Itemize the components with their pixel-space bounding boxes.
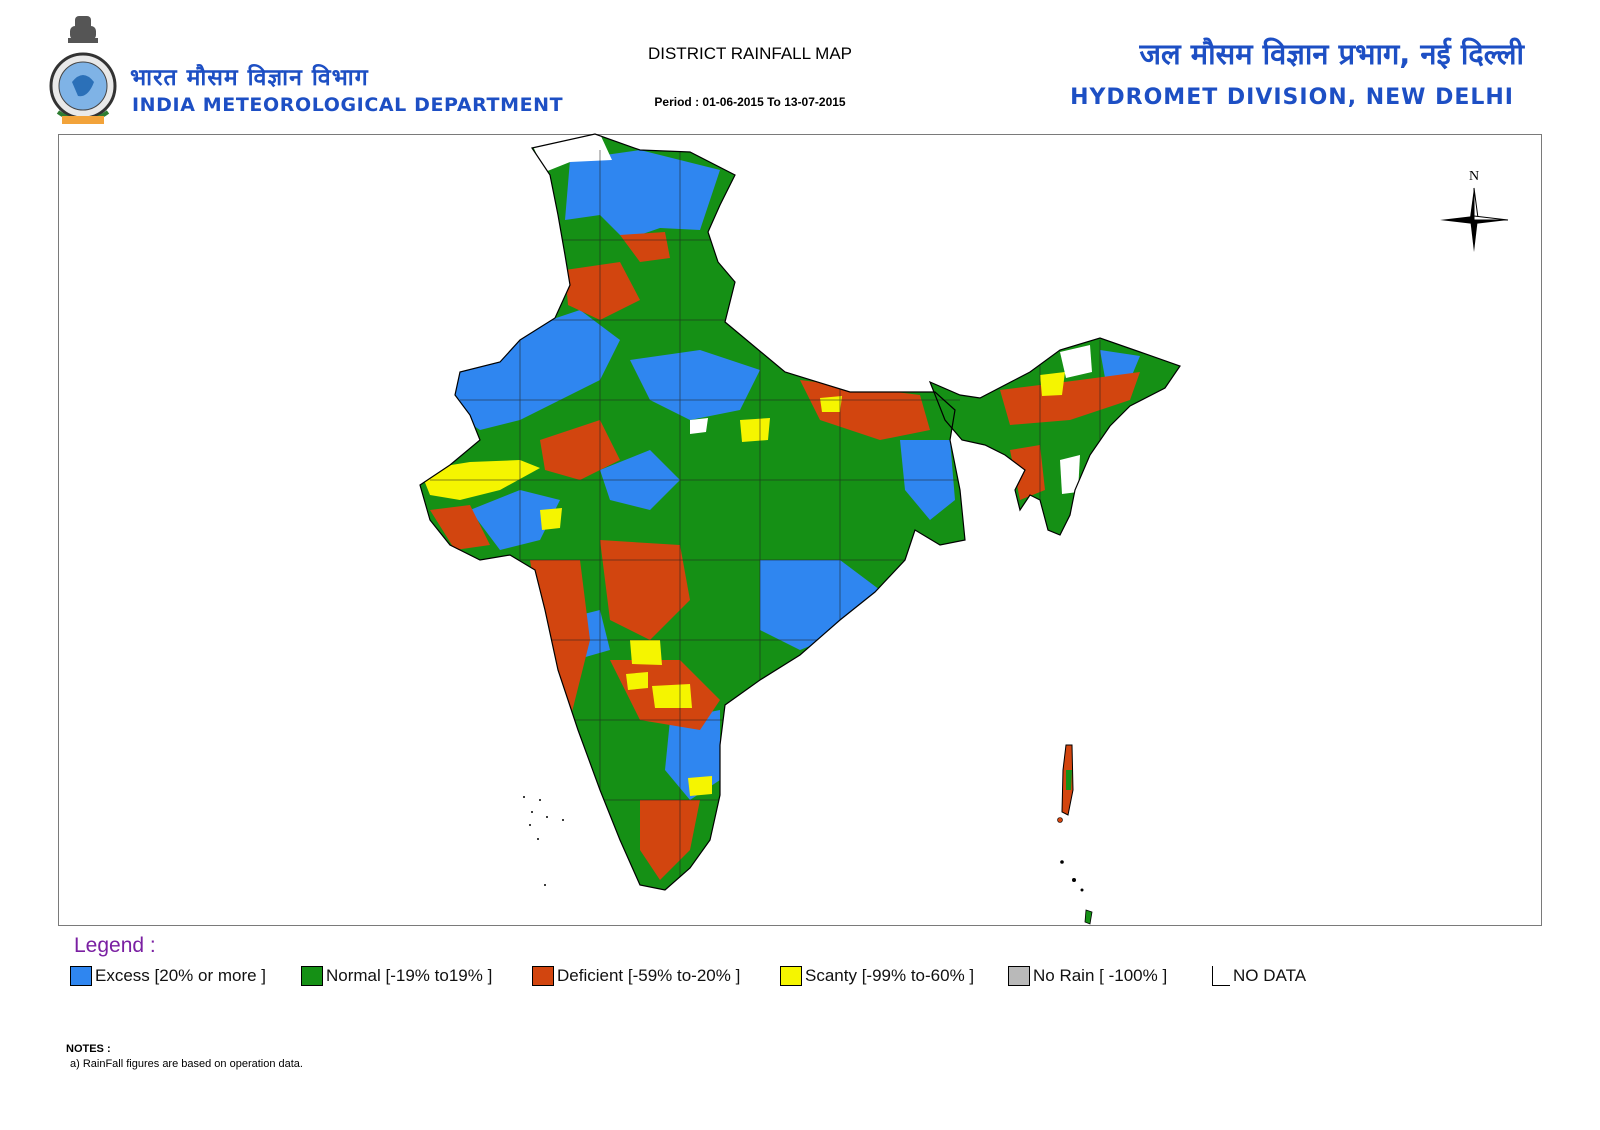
region-nodata-up (690, 418, 708, 434)
legend-item-excess: Excess [20% or more ] (70, 966, 266, 986)
legend-swatch-scanty (780, 966, 802, 986)
legend-item-no-data: NO DATA (1212, 966, 1306, 986)
region-deficient-deccan (600, 540, 690, 640)
andaman-nicobar-islands (1057, 744, 1093, 925)
legend-item-no-rain: No Rain [ -100% ] (1008, 966, 1167, 986)
legend-label-normal: Normal [-19% to19% ] (326, 966, 493, 985)
region-scanty-bihar (820, 396, 842, 412)
region-deficient-ne-south (1010, 445, 1045, 500)
region-excess-central (630, 350, 760, 420)
region-excess-gujarat (470, 490, 560, 550)
org-name-hindi: भारत मौसम विज्ञान विभाग (130, 65, 369, 91)
map-title: DISTRICT RAINFALL MAP (647, 44, 853, 63)
legend-label-scanty: Scanty [-99% to-60% ] (805, 966, 975, 985)
legend-swatch-no-data (1212, 966, 1230, 986)
map-frame (58, 134, 1542, 926)
legend-swatch-no-rain (1008, 966, 1030, 986)
imd-emblem-logo (49, 16, 117, 124)
region-excess-ne (1100, 350, 1140, 380)
north-arrow-icon (1440, 187, 1509, 252)
region-scanty-ne (1040, 372, 1065, 396)
legend-label-no-data: NO DATA (1233, 966, 1307, 985)
legend-item-scanty: Scanty [-99% to-60% ] (780, 966, 974, 986)
division-name-hindi: जल मौसम विज्ञान प्रभाग, नई दिल्ली (1139, 37, 1524, 71)
period-text: Period : 01-06-2015 To 13-07-2015 (654, 95, 846, 109)
legend-item-normal: Normal [-19% to19% ] (301, 966, 492, 986)
org-name-english: INDIA METEOROLOGICAL DEPARTMENT (132, 94, 564, 116)
region-scanty-karnataka-3 (626, 672, 648, 690)
region-deficient-tn (640, 800, 700, 880)
india-northeast-outline (928, 337, 1181, 536)
legend-swatch-excess (70, 966, 92, 986)
region-deficient-up (800, 380, 930, 440)
region-scanty-tn (688, 776, 712, 796)
notes-title: NOTES : (66, 1043, 111, 1055)
region-scanty-gujarat (540, 508, 562, 530)
region-nodata-arunachal (1060, 345, 1092, 378)
region-nodata-mizoram (1060, 455, 1080, 494)
legend-label-excess: Excess [20% or more ] (95, 966, 267, 985)
legend-item-deficient: Deficient [-59% to-20% ] (532, 966, 740, 986)
legend-label-deficient: Deficient [-59% to-20% ] (557, 966, 741, 985)
division-name-english: HYDROMET DIVISION, NEW DELHI (1070, 85, 1514, 110)
region-deficient-punjab (565, 262, 640, 320)
region-deficient-westcoast (530, 560, 620, 855)
india-mainland-outline (419, 133, 966, 891)
region-scanty-up (740, 418, 770, 442)
region-scanty-karnataka-1 (630, 640, 662, 665)
lakshadweep-islands (523, 796, 564, 886)
legend-label-no-rain: No Rain [ -100% ] (1033, 966, 1168, 985)
region-scanty-karnataka-2 (652, 684, 692, 708)
legend-title: Legend : (74, 934, 156, 957)
legend-swatch-deficient (532, 966, 554, 986)
region-deficient-assam (1000, 372, 1140, 425)
notes-line: a) RainFall figures are based on operati… (70, 1058, 303, 1070)
region-deficient-jk (620, 232, 670, 262)
region-excess-jk (565, 150, 720, 240)
north-label: N (1469, 169, 1479, 184)
region-deficient-gujarat (430, 505, 490, 550)
legend-swatch-normal (301, 966, 323, 986)
